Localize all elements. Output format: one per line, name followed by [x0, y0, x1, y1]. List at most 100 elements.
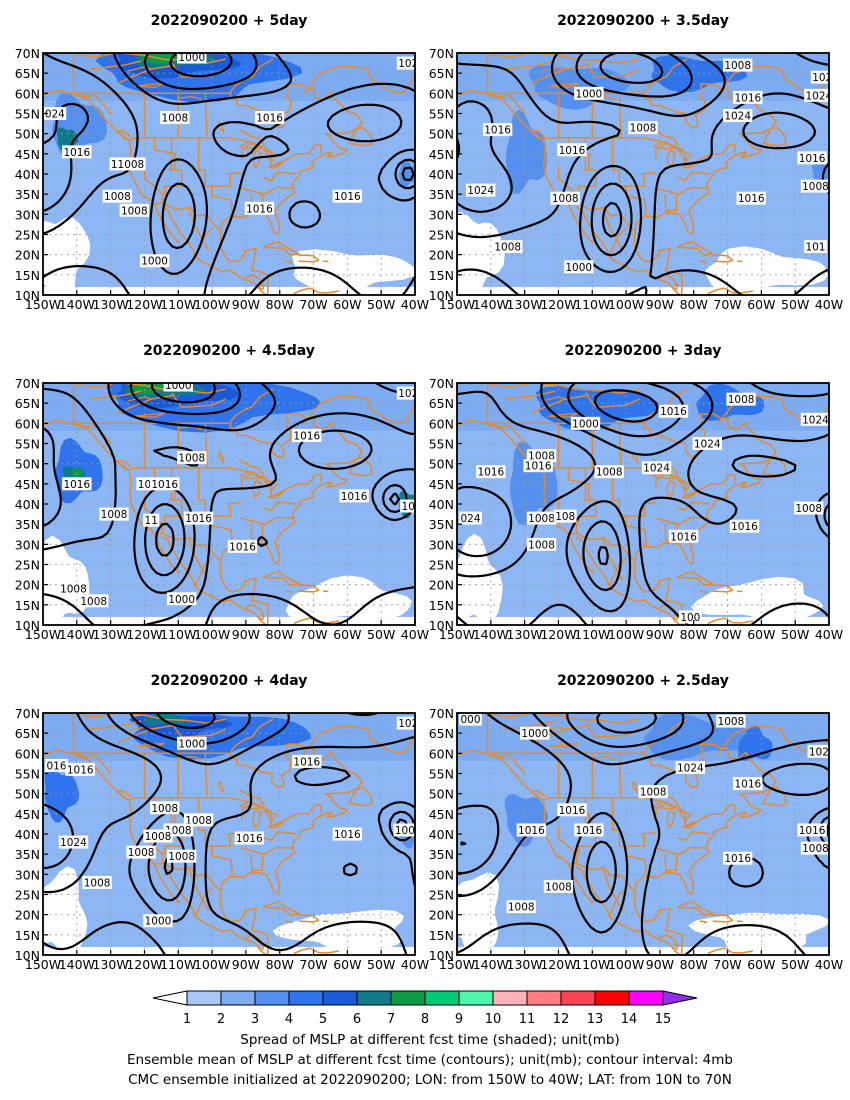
- contour-label: 100: [680, 612, 700, 624]
- coastline: [699, 590, 707, 594]
- contour-label: 102: [812, 72, 832, 84]
- contour-label-bg: [459, 713, 482, 726]
- contour-label: 1024: [809, 746, 836, 758]
- lon-tick-label: 100W: [608, 297, 644, 312]
- lat-tick-label: 55N: [429, 437, 454, 452]
- spread-shading-low: [272, 909, 404, 954]
- lon-tick-label: 150W: [439, 957, 475, 972]
- coastline: [575, 206, 681, 295]
- lat-tick-label: 10N: [15, 288, 40, 303]
- contour-label: 1008: [84, 877, 111, 889]
- lon-tick-label: 130W: [93, 627, 129, 642]
- coastline: [567, 467, 590, 500]
- contour-label: 1016: [63, 479, 90, 491]
- contour-label: 1000: [565, 262, 592, 274]
- contour-label-bg: [804, 88, 829, 102]
- colorbar-swatch: [594, 990, 630, 1006]
- contour-label-bg: [45, 758, 68, 772]
- contour-label: 1008: [630, 123, 657, 135]
- lon-tick-label: 120W: [126, 627, 162, 642]
- contour-label: 1016: [670, 531, 697, 543]
- contour-label-bg: [339, 489, 369, 503]
- contour-label-bg: [668, 529, 699, 543]
- contour-label-bg: [143, 829, 173, 843]
- coastline: [170, 722, 226, 738]
- lat-tick-label: 65N: [429, 396, 454, 411]
- lake-outline: [238, 470, 265, 480]
- colorbar-label: 4: [285, 1012, 293, 1027]
- coastline: [542, 136, 736, 167]
- contour-label-bg: [143, 513, 160, 527]
- contour-label: 11008: [111, 159, 144, 171]
- lat-tick-label: 45N: [429, 477, 454, 492]
- coastline: [128, 466, 322, 497]
- colorbar-label: 15: [655, 1012, 672, 1027]
- lat-tick-label: 50N: [15, 457, 40, 472]
- lon-tick-label: 70W: [299, 627, 327, 642]
- contour-label-bg: [177, 53, 207, 64]
- coastline: [489, 383, 640, 394]
- colorbar-swatch: [254, 990, 290, 1006]
- contour-label-bg: [160, 111, 190, 125]
- lake-outline: [548, 742, 579, 748]
- contour-label-bg: [729, 519, 760, 533]
- lon-tick-label: 140W: [59, 297, 95, 312]
- lon-tick-label: 100W: [194, 627, 230, 642]
- lake-outline: [168, 167, 172, 172]
- lat-tick-label: 15N: [429, 928, 454, 943]
- coastline: [90, 60, 142, 70]
- colorbar-label: 9: [455, 1012, 463, 1027]
- coastline: [75, 383, 226, 394]
- contour-label-bg: [550, 191, 580, 205]
- lon-tick-label: 40W: [401, 957, 429, 972]
- contour-label: 1016: [256, 113, 283, 125]
- lon-tick-label: 50W: [367, 957, 395, 972]
- lake-outline: [218, 781, 225, 794]
- lat-tick-label: 70N: [429, 376, 454, 391]
- lake-outline: [134, 412, 165, 418]
- lon-tick-label: 110W: [160, 627, 196, 642]
- contour-label-bg: [594, 465, 624, 479]
- contour-label: 1016: [559, 145, 586, 157]
- lon-tick-label: 60W: [333, 627, 361, 642]
- lon-tick-label: 70W: [713, 297, 741, 312]
- contour-label: 1016: [738, 193, 765, 205]
- contour-label-bg: [800, 412, 829, 426]
- contour-label-bg: [62, 145, 92, 159]
- lat-tick-label: 50N: [15, 127, 40, 142]
- lon-tick-label: 40W: [815, 297, 843, 312]
- coastline: [712, 584, 734, 593]
- lat-tick-label: 40N: [15, 827, 40, 842]
- coastline: [220, 751, 363, 895]
- lon-tick-label: 130W: [93, 297, 129, 312]
- coastline: [240, 846, 295, 855]
- coastline: [211, 186, 234, 216]
- coastline: [75, 713, 226, 724]
- contour-label-bg: [574, 86, 604, 100]
- contour-label: 10: [138, 479, 151, 491]
- coastlines: [457, 713, 828, 955]
- lon-tick-label: 140W: [473, 627, 509, 642]
- contour-label-bg: [292, 754, 322, 768]
- coastline: [263, 170, 297, 182]
- colorbar-label: 3: [251, 1012, 259, 1027]
- lat-tick-label: 30N: [429, 867, 454, 882]
- contour-label: 1008: [802, 843, 829, 855]
- contour-label-bg: [163, 383, 193, 392]
- colorbar-label: 10: [485, 1012, 502, 1027]
- lake-outline: [673, 284, 679, 291]
- lon-tick-label: 50W: [781, 957, 809, 972]
- lat-tick-label: 60N: [15, 86, 40, 101]
- coastline: [298, 254, 320, 263]
- lat-tick-label: 35N: [429, 517, 454, 532]
- spread-shading-north: [457, 713, 829, 762]
- coastline: [238, 128, 266, 147]
- coastline: [143, 165, 164, 204]
- contour-label-bg: [716, 714, 746, 728]
- contour-label-bg: [43, 107, 67, 120]
- coastline: [706, 947, 754, 955]
- lat-tick-label: 25N: [429, 228, 454, 243]
- lon-tick-label: 70W: [299, 957, 327, 972]
